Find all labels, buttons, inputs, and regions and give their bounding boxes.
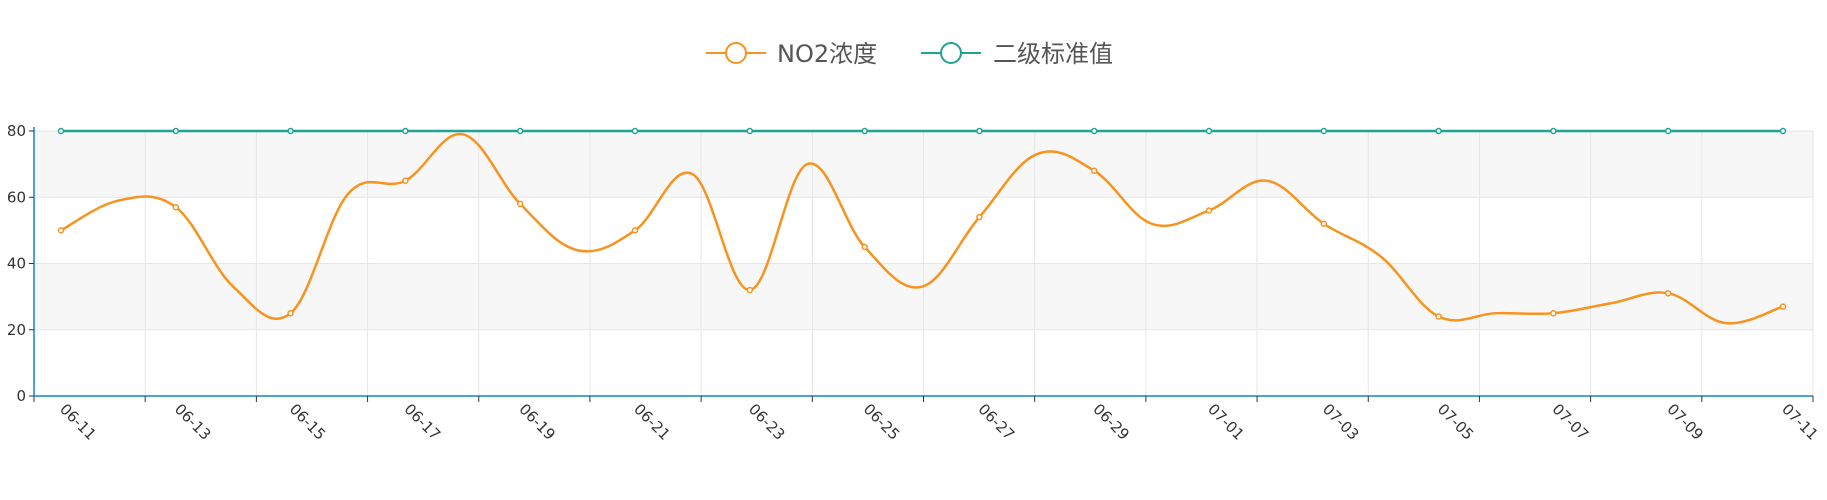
y-tick-label: 40 xyxy=(7,255,26,273)
y-tick-label: 0 xyxy=(16,387,26,405)
series-point-1 xyxy=(57,127,65,135)
series-point-1 xyxy=(1664,127,1672,135)
y-tick-label: 20 xyxy=(7,321,26,339)
series-point-0 xyxy=(861,243,868,251)
series-point-0 xyxy=(1090,167,1098,174)
legend-item-0[interactable]: NO2浓度 xyxy=(706,40,877,68)
series-point-1 xyxy=(1090,127,1098,135)
series-point-0 xyxy=(976,213,983,221)
legend-swatch-circle xyxy=(725,42,747,64)
series-point-1 xyxy=(631,127,639,135)
series-point-1 xyxy=(402,127,409,135)
series-point-1 xyxy=(172,127,180,135)
y-tick-label: 80 xyxy=(7,122,26,140)
series-point-1 xyxy=(746,127,754,135)
series-point-0 xyxy=(1320,220,1328,227)
series-point-0 xyxy=(1205,207,1213,214)
series-point-0 xyxy=(1550,309,1557,317)
series-points xyxy=(57,127,1787,320)
x-tick-label: 07-09 xyxy=(1663,400,1707,444)
series-point-1 xyxy=(516,127,524,135)
axes xyxy=(29,127,1814,402)
series-point-0 xyxy=(1779,303,1787,310)
x-tick-label: 06-15 xyxy=(286,400,330,444)
series-point-0 xyxy=(1435,313,1442,320)
series-point-0 xyxy=(1664,290,1672,297)
x-tick-label: 06-21 xyxy=(630,400,674,444)
x-tick-label: 06-29 xyxy=(1089,400,1133,444)
y-tick-label: 60 xyxy=(7,188,26,206)
series-point-1 xyxy=(976,127,983,135)
series-point-1 xyxy=(1550,127,1557,135)
series-point-1 xyxy=(1779,127,1787,135)
x-tick-label: 07-07 xyxy=(1549,400,1593,444)
series-point-1 xyxy=(1435,127,1442,135)
x-tick-label: 06-23 xyxy=(745,400,789,444)
x-tick-label: 07-11 xyxy=(1778,400,1822,444)
x-tick-label: 06-17 xyxy=(401,400,445,444)
x-tick-label: 06-27 xyxy=(975,400,1019,444)
x-tick-label: 07-01 xyxy=(1204,400,1248,444)
legend-swatch-circle xyxy=(940,42,962,64)
series-point-1 xyxy=(1320,127,1328,135)
x-tick-label: 06-19 xyxy=(515,400,559,444)
series-point-0 xyxy=(746,286,754,294)
x-tick-label: 07-03 xyxy=(1319,400,1363,444)
legend-label: 二级标准值 xyxy=(993,40,1113,68)
series-point-0 xyxy=(287,309,294,317)
series-point-1 xyxy=(1205,127,1213,135)
legend[interactable]: NO2浓度 二级标准值 xyxy=(706,40,1113,68)
legend-item-1[interactable]: 二级标准值 xyxy=(921,40,1113,68)
series-point-0 xyxy=(57,227,65,234)
series-point-0 xyxy=(631,227,639,234)
legend-label: NO2浓度 xyxy=(777,40,877,68)
series-point-0 xyxy=(172,203,180,211)
series-point-1 xyxy=(287,127,294,135)
series-point-0 xyxy=(516,200,524,208)
series-point-1 xyxy=(861,127,868,135)
x-tick-label: 06-11 xyxy=(56,400,100,444)
x-tick-label: 07-05 xyxy=(1434,400,1478,444)
series-point-0 xyxy=(402,177,409,184)
x-tick-label: 06-25 xyxy=(860,400,904,444)
x-tick-label: 06-13 xyxy=(171,400,215,444)
